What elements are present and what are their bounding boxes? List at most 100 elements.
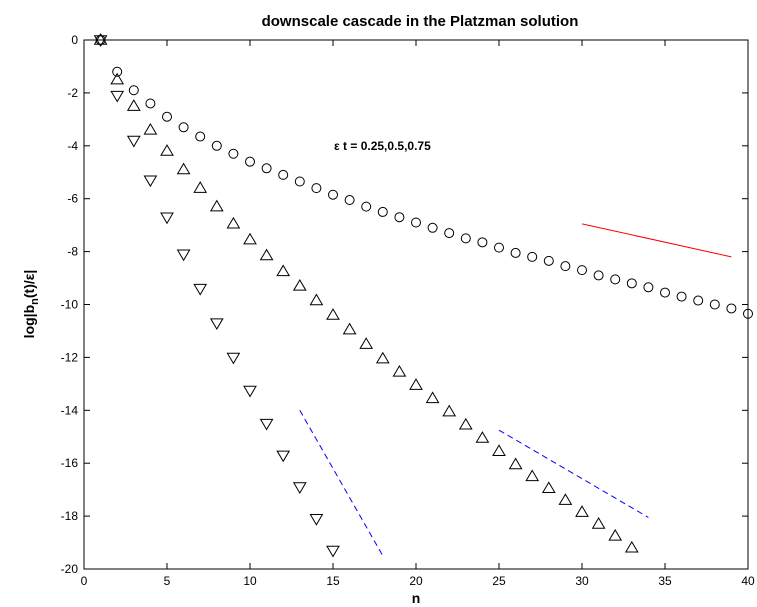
circle-marker <box>460 233 471 244</box>
triangle-up-marker <box>525 469 540 482</box>
y-axis-label-main: log|b <box>21 305 37 338</box>
y-tick-label: -2 <box>67 86 78 100</box>
triangle-down-marker <box>193 283 208 296</box>
triangle-down-marker <box>309 514 324 526</box>
triangle-up-marker <box>409 378 423 390</box>
circle-marker <box>311 183 322 194</box>
triangle-down-marker <box>143 175 158 188</box>
triangle-up-marker <box>425 391 440 404</box>
circle-marker <box>427 222 438 233</box>
y-tick-label: -12 <box>61 350 79 364</box>
circle-marker <box>195 131 206 142</box>
triangle-down-marker <box>226 352 241 365</box>
y-tick-label: -16 <box>61 456 79 470</box>
circle-marker <box>626 278 637 289</box>
triangle-down-marker <box>326 545 340 558</box>
y-tick-label: -20 <box>61 562 79 576</box>
reference-line <box>498 429 649 518</box>
triangle-up-marker <box>209 199 224 212</box>
y-tick-label: -18 <box>61 509 79 523</box>
triangle-up-marker <box>276 264 291 277</box>
triangle-up-marker <box>93 33 108 45</box>
x-tick-label: 25 <box>492 574 506 588</box>
y-tick-label: -8 <box>67 245 78 259</box>
triangle-up-marker <box>591 517 606 529</box>
x-tick-label: 20 <box>409 574 423 588</box>
y-tick-label: -14 <box>61 403 79 417</box>
x-tick-label: 35 <box>658 574 672 588</box>
circle-marker <box>344 195 355 206</box>
x-tick-label: 30 <box>575 574 589 588</box>
circle-marker <box>510 247 521 258</box>
circle-marker <box>543 255 554 266</box>
triangle-up-marker <box>442 404 457 417</box>
x-axis-label: n <box>412 590 421 606</box>
triangle-down-marker <box>160 212 174 225</box>
circle-marker <box>361 201 372 212</box>
x-tick-label: 15 <box>326 574 340 588</box>
triangle-down-marker <box>93 35 108 47</box>
triangle-up-marker <box>375 351 390 364</box>
circle-marker <box>211 140 222 151</box>
circle-marker <box>377 206 388 217</box>
triangle-down-marker <box>110 90 125 103</box>
parameter-annotation: ε t = 0.25,0.5,0.75 <box>334 139 431 153</box>
triangle-up-marker <box>292 278 307 291</box>
triangle-up-marker <box>259 248 274 261</box>
triangle-up-marker <box>309 293 324 306</box>
y-tick-label: -4 <box>67 139 78 153</box>
reference-lines <box>299 223 732 557</box>
y-tick-label: -6 <box>67 192 78 206</box>
triangle-down-marker <box>126 135 141 148</box>
circle-marker <box>709 299 720 310</box>
x-tick-label: 5 <box>164 574 171 588</box>
triangle-up-marker <box>458 417 473 430</box>
x-tick-label: 0 <box>81 574 88 588</box>
triangle-up-marker <box>160 144 174 156</box>
x-tick-label: 40 <box>741 574 755 588</box>
circle-marker <box>245 156 255 167</box>
triangle-down-marker <box>243 385 257 398</box>
triangle-down-marker <box>292 482 307 494</box>
x-tick-label: 10 <box>243 574 257 588</box>
triangle-up-marker <box>608 528 623 541</box>
triangle-down-marker <box>209 318 224 331</box>
circle-marker <box>643 282 654 293</box>
triangle-up-marker <box>176 162 191 175</box>
circle-marker <box>162 111 172 122</box>
circle-marker <box>593 270 604 281</box>
circle-marker <box>294 176 305 187</box>
triangle-up-marker <box>475 431 490 443</box>
triangle-up-marker <box>541 481 556 494</box>
circle-marker <box>228 148 239 159</box>
y-axis-ticks: 0 -2 -4 -6 -8 -10 -12 -14 -16 -18 -20 <box>61 33 748 576</box>
triangle-up-marker <box>193 181 208 193</box>
triangle-down-marker <box>276 450 291 463</box>
triangle-up-marker <box>226 216 241 229</box>
y-axis-label: log|bn(t)/ε| <box>21 270 41 339</box>
circle-marker <box>577 265 587 276</box>
plot-area <box>83 39 749 570</box>
triangle-down-marker <box>259 418 274 431</box>
circle-marker <box>278 169 289 180</box>
circle-marker <box>660 287 670 298</box>
y-axis-label-rest: (t)/ε| <box>21 270 37 298</box>
triangle-up-marker <box>143 122 158 135</box>
circle-marker <box>477 237 488 248</box>
circle-marker <box>328 189 338 200</box>
circle-marker <box>676 291 687 302</box>
triangle-up-marker <box>359 337 374 349</box>
circle-marker <box>444 228 455 239</box>
circle-marker <box>112 66 123 77</box>
circle-marker <box>178 122 189 133</box>
circle-marker <box>693 295 704 306</box>
circle-marker <box>726 303 737 314</box>
triangle-up-marker <box>110 72 125 85</box>
circle-marker <box>411 217 421 228</box>
circle-marker <box>610 274 621 285</box>
triangle-up-marker <box>126 99 141 111</box>
circle-marker <box>527 251 538 262</box>
circle-marker <box>145 98 156 109</box>
reference-line <box>581 223 732 258</box>
